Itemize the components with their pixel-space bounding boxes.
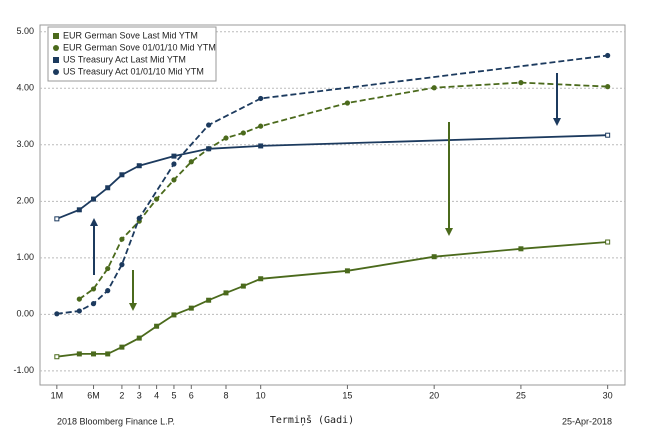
x-tick-label: 20: [429, 390, 439, 400]
point: [119, 236, 125, 242]
point: [90, 301, 97, 307]
x-tick-label: 4: [154, 390, 159, 400]
point: [54, 354, 60, 360]
point: [605, 239, 611, 245]
point: [119, 344, 125, 350]
point: [119, 262, 125, 268]
x-tick-label: 15: [342, 390, 352, 400]
legend-marker: [53, 69, 59, 75]
point: [518, 80, 524, 86]
point: [258, 95, 264, 102]
point: [136, 335, 142, 341]
x-tick-label: 1M: [51, 390, 64, 400]
point: [206, 122, 212, 128]
legend-label: US Treasury Act Last Mid YTM: [63, 54, 186, 64]
point: [76, 351, 82, 357]
point: [91, 351, 97, 357]
point: [105, 351, 111, 357]
x-tick-label: 25: [516, 390, 526, 400]
point: [105, 185, 111, 191]
point: [223, 135, 229, 141]
point: [171, 312, 177, 318]
y-tick-label: 4.00: [16, 83, 34, 93]
x-tick-label: 6M: [87, 390, 100, 400]
point: [76, 308, 82, 314]
y-tick-label: 3.00: [16, 139, 34, 149]
legend-box: [47, 26, 217, 82]
point: [105, 288, 111, 294]
point: [206, 297, 212, 303]
point: [605, 84, 611, 90]
point: [605, 52, 611, 59]
point: [223, 290, 229, 296]
y-tick-label: -1.00: [13, 365, 34, 375]
x-tick-label: 8: [223, 390, 228, 400]
legend-marker: [53, 33, 59, 39]
point: [258, 123, 264, 129]
point: [206, 146, 212, 152]
x-tick-label: 2: [119, 390, 124, 400]
point: [344, 100, 351, 106]
point: [518, 246, 524, 252]
point: [54, 311, 60, 317]
point: [54, 216, 60, 222]
series-line: [78, 81, 608, 300]
point: [258, 276, 264, 282]
series-line: [56, 134, 608, 220]
legend-marker: [53, 45, 59, 51]
point: [90, 286, 97, 292]
point: [171, 153, 177, 159]
point: [76, 207, 82, 213]
point: [91, 196, 97, 202]
y-tick-label: 1.00: [16, 252, 34, 262]
date: 25-Apr-2018: [562, 416, 612, 426]
point: [105, 265, 111, 272]
point: [136, 215, 142, 221]
point: [344, 268, 350, 274]
point: [431, 85, 437, 91]
point: [258, 143, 264, 149]
point: [240, 283, 246, 289]
point: [171, 161, 177, 167]
point: [605, 132, 611, 138]
plot-frame: [39, 24, 626, 386]
y-tick-label: 0.00: [16, 309, 34, 319]
source: 2018 Bloomberg Finance L.P.: [57, 416, 175, 426]
x-tick-label: 5: [171, 390, 176, 400]
point: [154, 323, 160, 329]
point: [119, 172, 125, 178]
series-line: [56, 54, 608, 315]
point: [136, 163, 142, 169]
y-tick-label: 2.00: [16, 196, 34, 206]
y-tick-label: 5.00: [16, 26, 34, 36]
legend-label: US Treasury Act 01/01/10 Mid YTM: [63, 66, 204, 76]
legend-label: EUR German Sove 01/01/10 Mid YTM: [63, 42, 216, 52]
marks: [54, 52, 611, 360]
point: [431, 254, 437, 260]
legend-marker: [53, 57, 59, 63]
x-tick-label: 10: [256, 390, 266, 400]
x-tick-label: 3: [137, 390, 142, 400]
point: [240, 130, 246, 136]
x-tick-label: 6: [189, 390, 194, 400]
point: [188, 159, 194, 165]
point: [171, 177, 177, 183]
point: [153, 196, 160, 202]
point: [188, 305, 194, 311]
x-axis-label: Termiņš (Gadi): [270, 414, 354, 426]
legend-label: EUR German Sove Last Mid YTM: [63, 30, 198, 40]
legend: EUR German Sove Last Mid YTM EUR German S…: [47, 26, 217, 82]
x-tick-label: 30: [603, 390, 613, 400]
point: [76, 296, 82, 302]
